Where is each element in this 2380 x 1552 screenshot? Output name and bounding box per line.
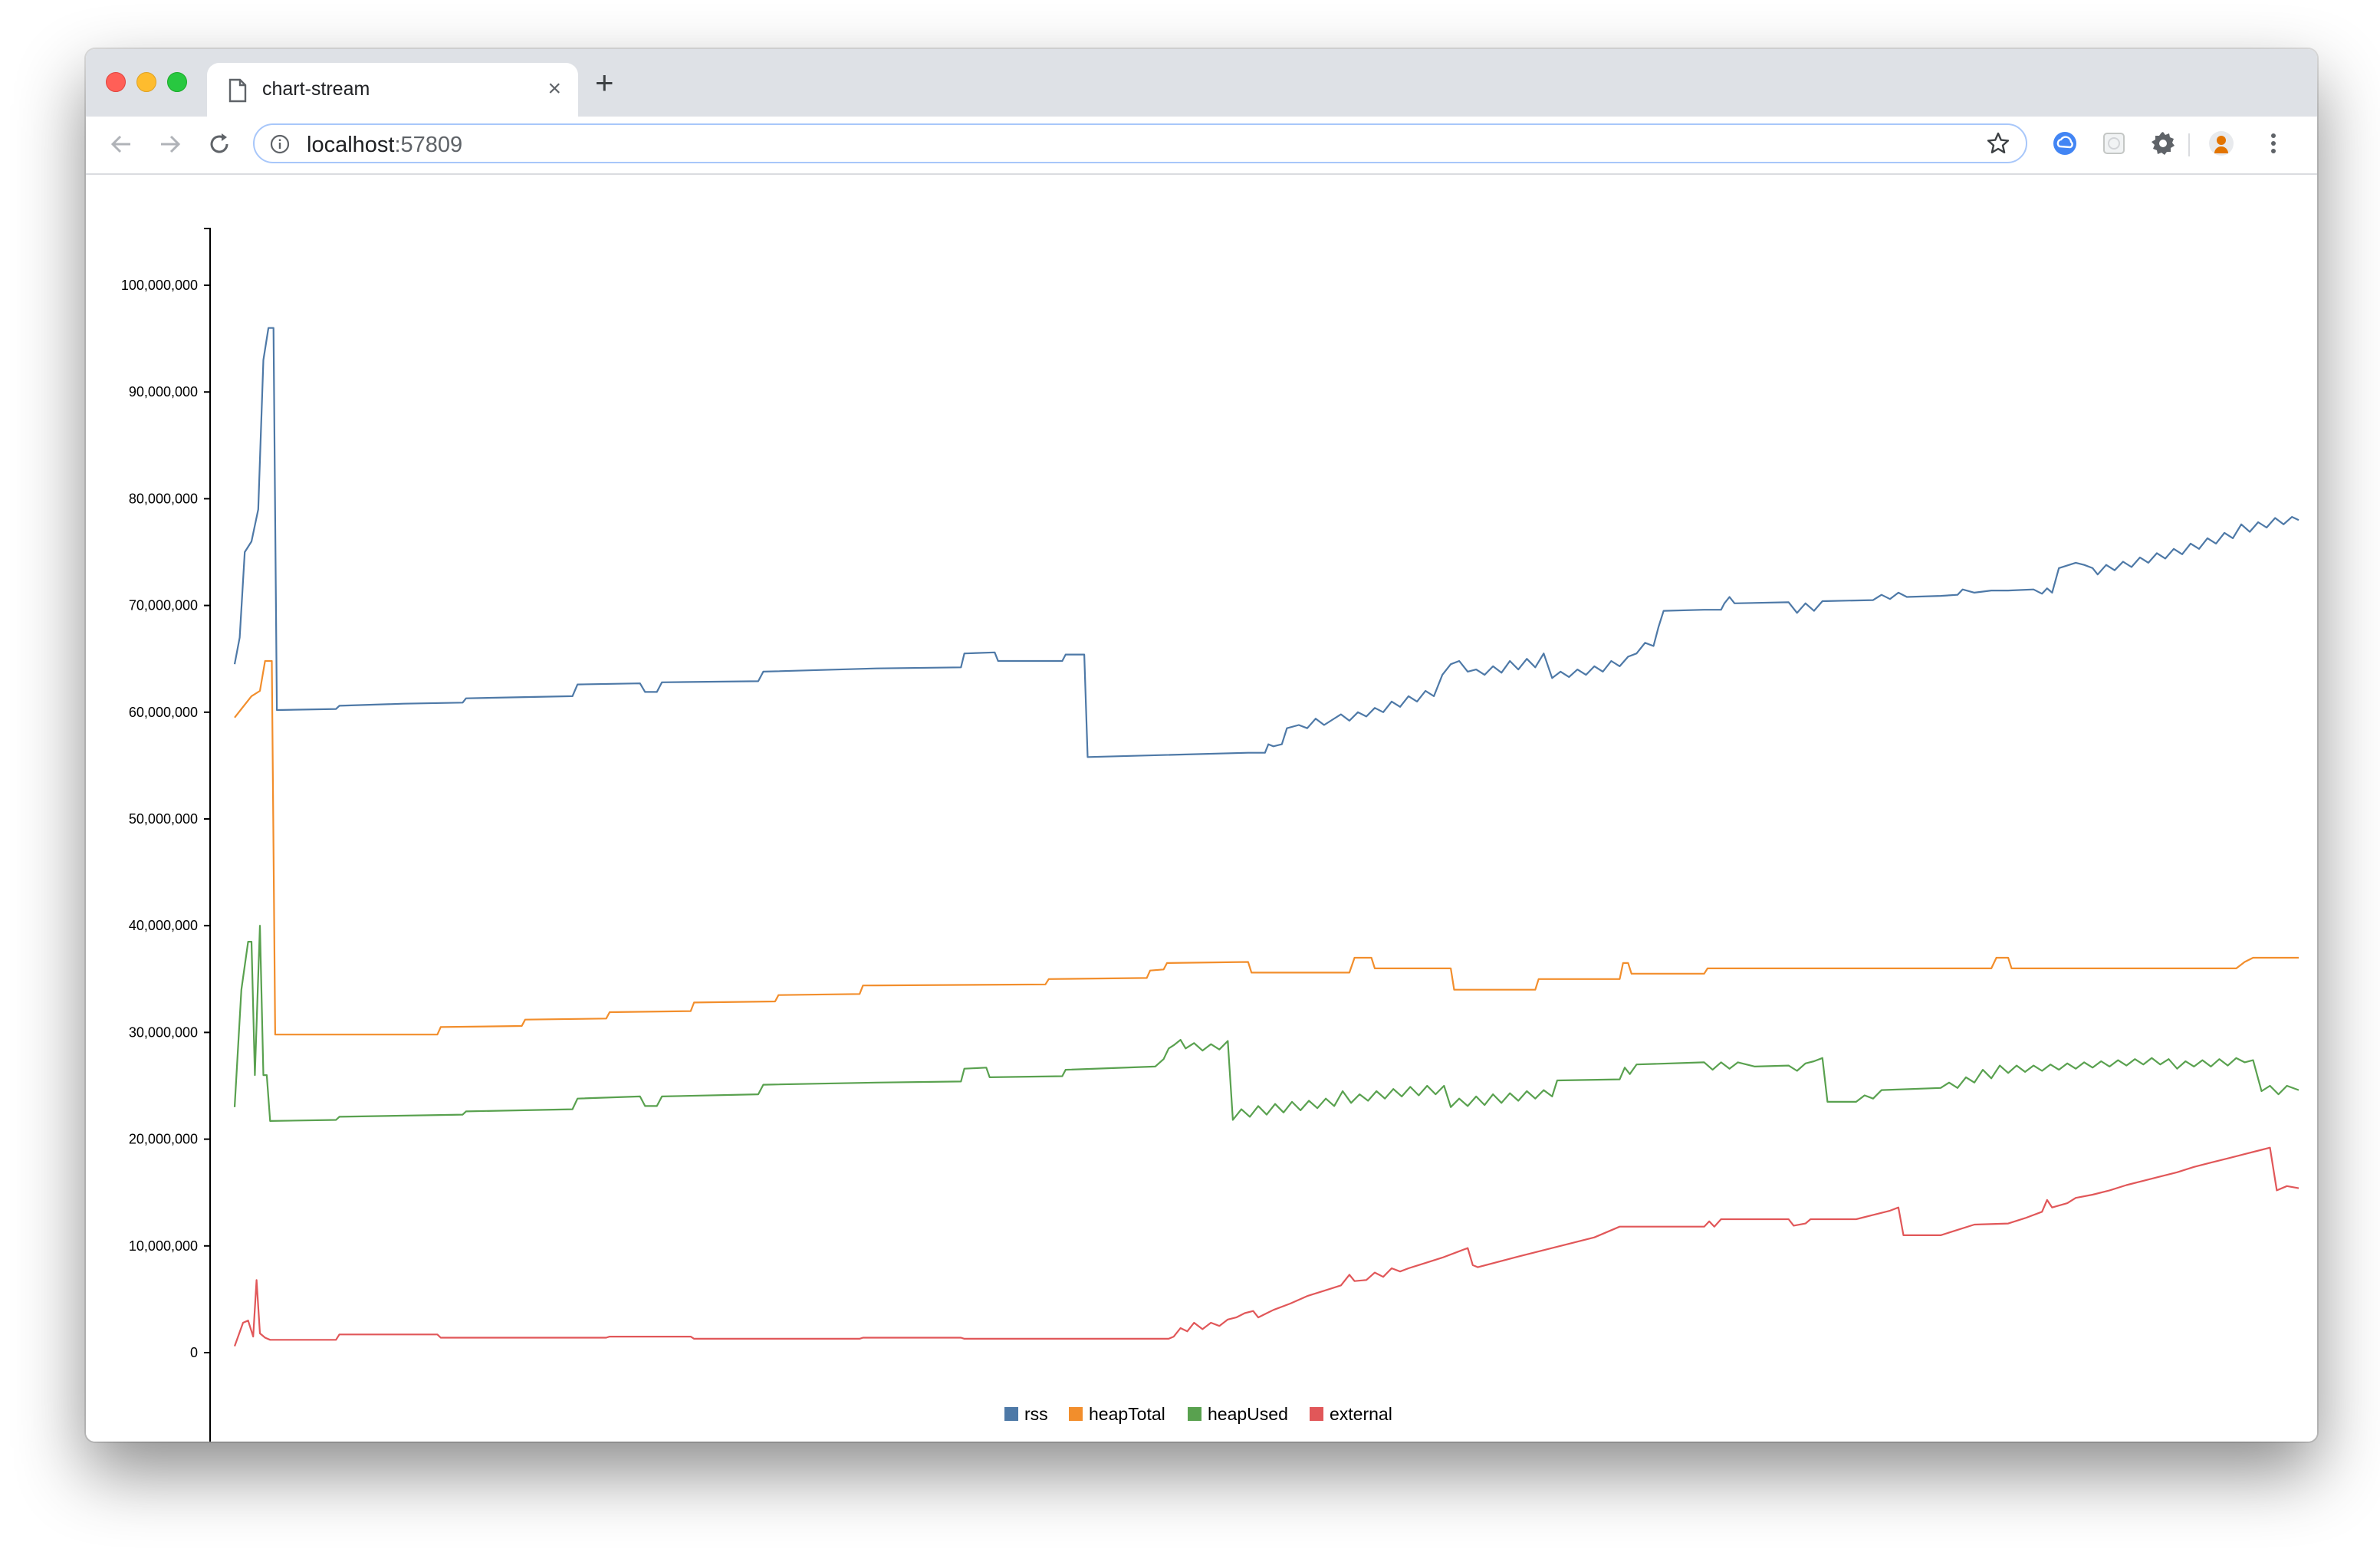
new-tab-icon[interactable]: + bbox=[595, 64, 614, 100]
y-axis-tick-label: 50,000,000 bbox=[129, 811, 198, 827]
memory-line-chart: 0 10,000,000 20,000,000 30,000,000 40,000,00… bbox=[121, 228, 2299, 1442]
page-content: 0 10,000,000 20,000,000 30,000,000 40,000,00… bbox=[86, 175, 2317, 1442]
y-axis-tick-label: 80,000,000 bbox=[129, 491, 198, 506]
extension-cloud-icon[interactable] bbox=[2052, 130, 2078, 156]
menu-dots-icon[interactable] bbox=[2260, 130, 2286, 156]
tab-close-icon[interactable]: × bbox=[547, 76, 561, 101]
reload-icon[interactable] bbox=[205, 130, 233, 158]
legend-label-heapUsed: heapUsed bbox=[1208, 1404, 1288, 1424]
page-icon bbox=[228, 78, 247, 103]
series-line-external bbox=[233, 1146, 2299, 1346]
toolbar-divider bbox=[2188, 133, 2190, 156]
y-axis-tick-label: 90,000,000 bbox=[129, 384, 198, 400]
legend-label-external: external bbox=[1330, 1404, 1392, 1424]
minimize-window-button[interactable] bbox=[136, 72, 156, 92]
y-axis-tick-label: 20,000,000 bbox=[129, 1132, 198, 1147]
back-icon[interactable] bbox=[107, 130, 135, 158]
y-axis-tick-label: 0 bbox=[190, 1345, 198, 1360]
browser-tab[interactable]: chart-stream × bbox=[207, 63, 578, 117]
address-bar[interactable]: localhost:57809 bbox=[253, 123, 2027, 163]
legend-swatch-heapTotal bbox=[1069, 1407, 1083, 1421]
close-window-button[interactable] bbox=[106, 72, 126, 92]
y-axis-tick-label: 10,000,000 bbox=[129, 1238, 198, 1254]
series-line-rss bbox=[233, 327, 2299, 758]
forward-icon[interactable] bbox=[156, 130, 184, 158]
legend-swatch-rss bbox=[1004, 1407, 1018, 1421]
url-port: :57809 bbox=[394, 133, 463, 157]
star-icon[interactable] bbox=[1986, 131, 2010, 156]
extension-grid-icon[interactable] bbox=[2101, 130, 2127, 156]
y-axis-tick-label: 70,000,000 bbox=[129, 598, 198, 613]
maximize-window-button[interactable] bbox=[167, 72, 187, 92]
url-text[interactable]: localhost:57809 bbox=[307, 133, 462, 158]
y-axis-tick-label: 30,000,000 bbox=[129, 1024, 198, 1040]
profile-avatar-icon[interactable] bbox=[2208, 130, 2234, 156]
y-axis-tick-label: 40,000,000 bbox=[129, 918, 198, 933]
y-axis-tick-label: 60,000,000 bbox=[129, 705, 198, 720]
browser-window: chart-stream × + localhost:57809 bbox=[86, 49, 2317, 1442]
title-bar: chart-stream × + bbox=[86, 49, 2317, 117]
url-host: localhost bbox=[307, 133, 395, 157]
extension-gear-icon[interactable] bbox=[2150, 130, 2176, 156]
legend-swatch-external bbox=[1310, 1407, 1323, 1421]
y-axis-line bbox=[204, 228, 211, 1442]
legend-label-heapTotal: heapTotal bbox=[1089, 1404, 1165, 1424]
info-icon[interactable] bbox=[270, 134, 290, 154]
tab-title: chart-stream bbox=[262, 78, 370, 100]
browser-toolbar: localhost:57809 bbox=[86, 117, 2317, 175]
series-line-heapTotal bbox=[234, 659, 2299, 1036]
legend-swatch-heapUsed bbox=[1188, 1407, 1202, 1421]
y-axis-tick-label: 100,000,000 bbox=[121, 278, 198, 293]
series-line-heapUsed bbox=[233, 925, 2299, 1122]
legend-label-rss: rss bbox=[1024, 1404, 1048, 1424]
